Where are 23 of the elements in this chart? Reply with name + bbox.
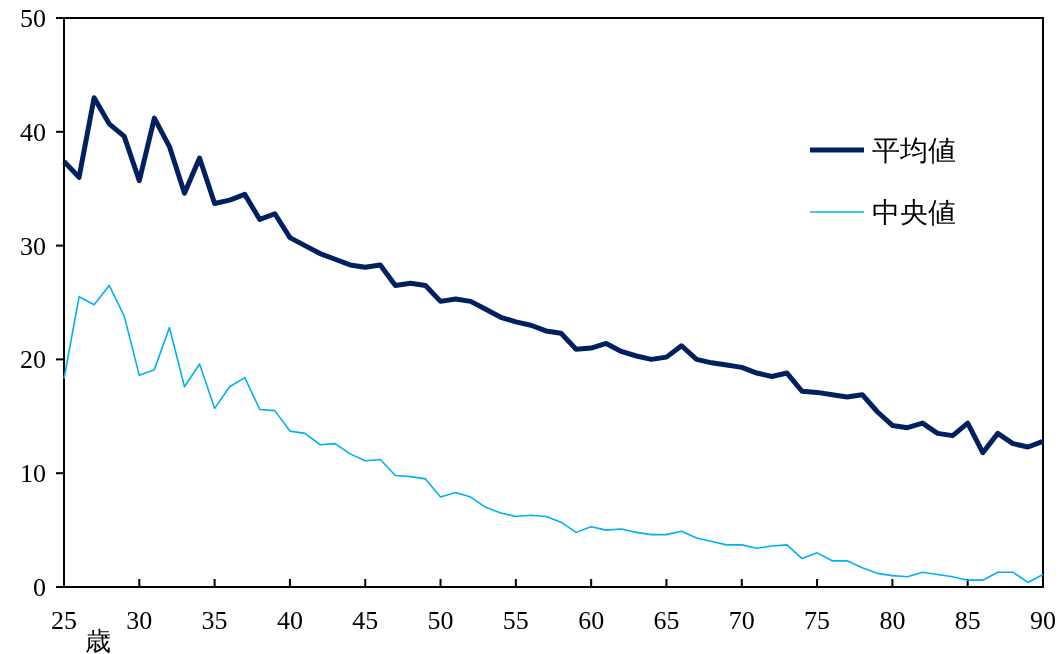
xtick: 50 <box>427 606 454 635</box>
ytick: 50 <box>20 4 46 33</box>
xtick: 30 <box>126 606 153 635</box>
legend-label: 中央値 <box>872 197 956 228</box>
xtick: 35 <box>201 606 228 635</box>
xtick: 75 <box>804 606 831 635</box>
xtick: 80 <box>879 606 906 635</box>
xtick: 70 <box>728 606 755 635</box>
xtick: 60 <box>578 606 605 635</box>
xtick: 45 <box>352 606 379 635</box>
ytick: 30 <box>20 231 46 261</box>
ytick: 40 <box>20 117 46 147</box>
xtick: 25 <box>51 606 77 635</box>
ytick: 10 <box>20 459 46 489</box>
xlabel: 歳 <box>85 627 111 654</box>
xtick: 55 <box>502 606 529 635</box>
xtick: 85 <box>954 606 981 635</box>
legend-label: 平均値 <box>872 135 956 166</box>
ytick: 0 <box>33 573 46 602</box>
xtick: 90 <box>1030 606 1056 635</box>
xtick: 65 <box>653 606 680 635</box>
xtick: 40 <box>276 606 303 635</box>
ytick: 20 <box>20 345 46 375</box>
